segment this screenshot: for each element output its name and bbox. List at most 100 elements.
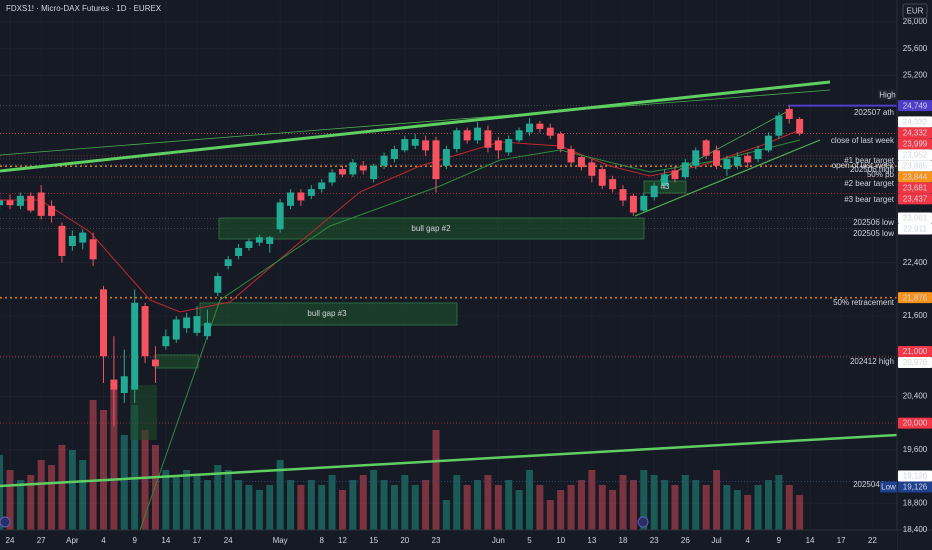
axis-labels: 18,400 18,800 19,600 20,400 21,600 22,400 25,2… xyxy=(6,17,932,545)
candle-body xyxy=(744,155,752,163)
price-badge xyxy=(898,182,932,194)
trend-line xyxy=(634,139,821,217)
candle-body xyxy=(526,123,533,133)
volume-bar xyxy=(255,490,263,530)
candle-body xyxy=(775,115,783,136)
candle-body xyxy=(785,108,793,119)
candle-body xyxy=(297,192,305,201)
volume-bar xyxy=(193,475,201,530)
volume-bar xyxy=(713,470,721,530)
price-badge-label: 22,911 xyxy=(903,225,927,234)
volume-bar xyxy=(681,475,689,530)
volume-bar xyxy=(266,485,274,530)
x-tick-label: 20 xyxy=(400,536,409,545)
candle-body xyxy=(58,225,66,256)
candle-body xyxy=(37,192,45,216)
x-tick-label: 22 xyxy=(868,536,877,545)
zone xyxy=(218,217,645,240)
volume-bar xyxy=(629,480,637,530)
candle-body xyxy=(567,149,575,163)
icon[interactable] xyxy=(637,516,649,528)
candle-body xyxy=(328,172,336,183)
trend-line xyxy=(0,80,831,173)
y-tick-label: 18,400 xyxy=(903,525,928,534)
x-tick-label: Jul xyxy=(711,536,721,545)
x-tick-label: 4 xyxy=(101,536,106,545)
volume-bar xyxy=(338,490,346,530)
candle-body xyxy=(68,235,76,246)
candle-body xyxy=(193,316,201,333)
grid xyxy=(0,21,897,531)
volume-bar xyxy=(474,480,482,530)
x-tick-label: 9 xyxy=(777,536,782,545)
volume-bar xyxy=(110,385,118,530)
volume-bar xyxy=(577,480,585,530)
price-axis xyxy=(897,0,932,550)
volume-bar xyxy=(224,470,232,530)
x-tick-label: 14 xyxy=(161,536,170,545)
candle-body xyxy=(494,140,502,151)
y-tick-label: 21,600 xyxy=(903,311,928,320)
volume-bar xyxy=(557,490,565,530)
zone-label: bull gap #2 xyxy=(411,224,451,233)
x-tick-label: 14 xyxy=(806,536,815,545)
volume-bar xyxy=(79,460,87,530)
candle-body xyxy=(557,133,565,150)
volume-bar xyxy=(515,490,523,530)
volume-bar xyxy=(588,470,596,530)
candle-body xyxy=(79,232,87,243)
candle-body xyxy=(276,202,284,230)
candle-body xyxy=(390,149,398,160)
zone xyxy=(130,385,157,440)
candle-body xyxy=(89,239,97,260)
candle-body xyxy=(162,336,170,347)
zone-label: #3 xyxy=(661,182,670,191)
candle-body xyxy=(474,127,482,141)
x-tick-label: 12 xyxy=(338,536,347,545)
price-badge xyxy=(898,171,932,183)
price-badge xyxy=(898,292,932,304)
annotation: 50% retracement xyxy=(833,298,895,307)
volume-bar xyxy=(650,475,658,530)
price-badge-label: 24,332 xyxy=(903,118,928,127)
volume-bar xyxy=(505,480,513,530)
volume-bar xyxy=(328,475,336,530)
volume-bar xyxy=(120,435,128,530)
volume-bar xyxy=(245,485,253,530)
candle-body xyxy=(318,182,326,190)
icon[interactable] xyxy=(0,516,11,528)
candle-body xyxy=(255,237,263,243)
x-tick-label: 9 xyxy=(132,536,137,545)
volume-bar xyxy=(484,475,492,530)
candle-body xyxy=(515,130,523,141)
candle-body xyxy=(370,165,378,180)
candle-body xyxy=(629,195,637,213)
annotation: 50% pb xyxy=(867,170,895,179)
candle-body xyxy=(671,170,679,180)
y-tick-label: 25,200 xyxy=(903,71,928,80)
volume-bar xyxy=(131,405,139,530)
candle-body xyxy=(380,155,388,166)
candle-body xyxy=(172,319,180,340)
annotation: #2 bear target xyxy=(844,179,895,188)
candle-body xyxy=(6,200,14,206)
price-badge-label: 23,952 xyxy=(903,150,928,159)
volume-bar xyxy=(172,475,180,530)
candle-body xyxy=(650,185,658,198)
candle-body xyxy=(110,379,118,390)
candle-body xyxy=(588,162,596,176)
candle-body xyxy=(235,247,243,256)
price-badge xyxy=(898,212,932,224)
price-badge xyxy=(898,100,932,112)
price-badge xyxy=(898,138,932,150)
price-badge-label: 23,865 xyxy=(903,161,928,170)
y-tick-label: 26,000 xyxy=(903,17,928,26)
volume-bar xyxy=(785,485,793,530)
price-badge-label: 24,332 xyxy=(903,129,928,138)
currency-box[interactable] xyxy=(902,3,928,19)
annotation: 202506 low xyxy=(853,218,894,227)
candle-body xyxy=(432,140,440,180)
x-tick-label: 26 xyxy=(681,536,690,545)
volume-bar xyxy=(463,485,471,530)
